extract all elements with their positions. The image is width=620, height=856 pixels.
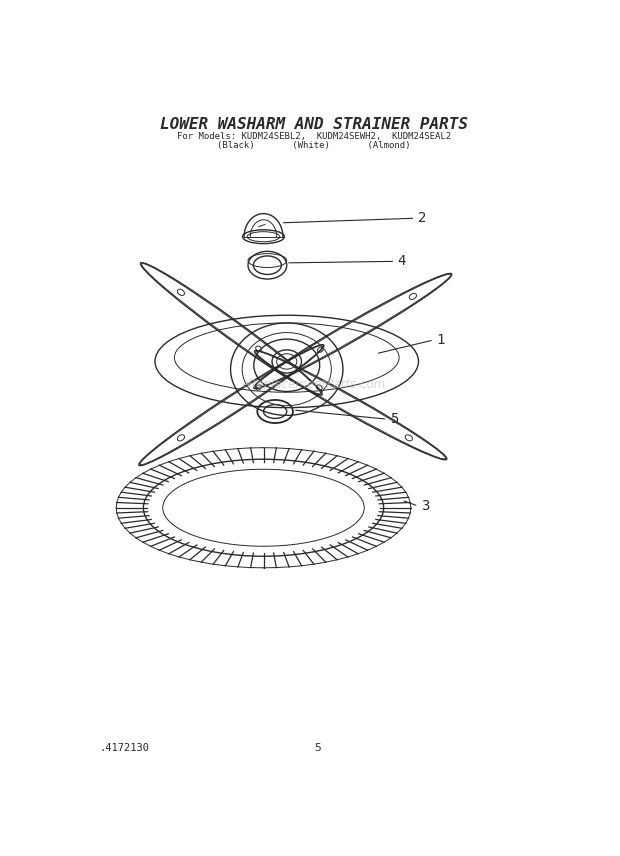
Text: (Black)       (White)       (Almond): (Black) (White) (Almond)	[217, 141, 410, 151]
Text: eReplacementParts.com: eReplacementParts.com	[242, 378, 386, 391]
Text: 4: 4	[397, 254, 406, 268]
Text: .4172130: .4172130	[99, 743, 149, 753]
Text: 5: 5	[390, 413, 398, 426]
Text: 3: 3	[421, 499, 429, 514]
Text: LOWER WASHARM AND STRAINER PARTS: LOWER WASHARM AND STRAINER PARTS	[160, 116, 468, 132]
Text: 2: 2	[418, 211, 426, 225]
Text: 5: 5	[314, 743, 321, 753]
Text: For Models: KUDM24SEBL2,  KUDM24SEWH2,  KUDM24SEAL2: For Models: KUDM24SEBL2, KUDM24SEWH2, KU…	[177, 132, 451, 141]
Text: 1: 1	[436, 333, 445, 347]
